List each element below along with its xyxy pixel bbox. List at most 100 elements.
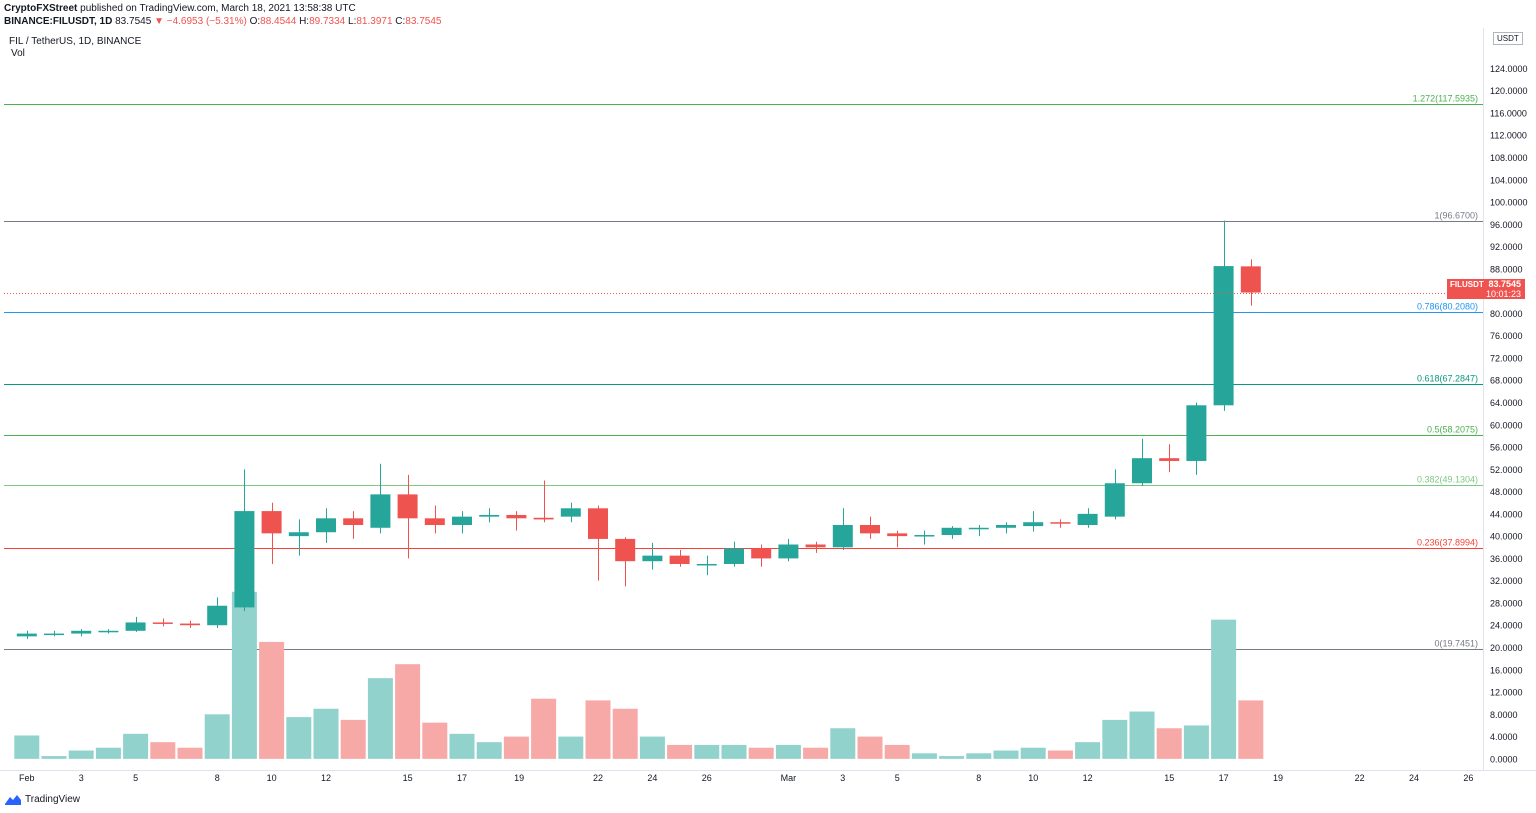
candle-body [914, 535, 935, 537]
price-axis-tick-label: 56.0000 [1490, 443, 1523, 453]
candle-body [125, 622, 146, 631]
time-axis-tick-label: 19 [514, 773, 524, 783]
price-axis-tick-label: 48.0000 [1490, 487, 1523, 497]
last-price-badge: FILUSDT 83.7545 10:01:23 [1447, 279, 1525, 299]
time-axis-tick-label: 12 [321, 773, 331, 783]
volume-bar [1075, 742, 1101, 759]
price-axis-tick-label: 0.0000 [1490, 754, 1518, 764]
candle-body [588, 508, 608, 539]
symbol-ohlc-line: BINANCE:FILUSDT, 1D 83.7545 ▼ −4.6953 (−… [4, 16, 441, 28]
time-axis-tick-label: 19 [1273, 773, 1283, 783]
volume-bar [395, 664, 421, 759]
price-axis-tick-label: 24.0000 [1490, 621, 1523, 631]
volume-bar [313, 708, 339, 759]
candle-body [560, 508, 581, 517]
price-axis-tick-label: 12.0000 [1490, 688, 1523, 698]
volume-bar [939, 756, 965, 759]
volume-bar [259, 641, 285, 759]
footer-brand: TradingView [25, 794, 81, 805]
candle-body [261, 511, 282, 534]
time-axis-tick-label: 12 [1083, 773, 1093, 783]
low-label: L: [348, 16, 357, 27]
candlesticks [16, 220, 1261, 640]
candle-body [642, 555, 663, 562]
candle-body [805, 544, 826, 548]
price-axis-tick-label: 100.0000 [1490, 198, 1528, 208]
price-axis-tick-label: 44.0000 [1490, 509, 1523, 519]
volume-bar [367, 678, 393, 759]
publisher-name[interactable]: CryptoFXStreet [4, 3, 78, 14]
time-axis-tick-label: 5 [895, 773, 900, 783]
fib-level-label: 0.786(80.2080) [1417, 302, 1478, 312]
volume-bar [531, 698, 557, 759]
volume-bar [286, 717, 312, 759]
price-axis-tick-label: 120.0000 [1490, 86, 1528, 96]
price-axis[interactable]: 124.0000 120.0000 116.0000 112.0000 108.0000… [1490, 64, 1528, 764]
volume-bar [1211, 619, 1237, 759]
publish-text: published on TradingView.com, March 18, … [80, 3, 356, 14]
volume-bar [150, 742, 176, 759]
candle-body [288, 532, 309, 537]
volume-bar [612, 708, 638, 759]
time-axis-tick-label: 17 [1219, 773, 1229, 783]
candle-body [941, 527, 962, 536]
volume-bar [231, 591, 257, 759]
candle-body [1132, 458, 1152, 484]
price-axis-tick-label: 88.0000 [1490, 264, 1523, 274]
price-axis-tick-label: 52.0000 [1490, 465, 1523, 475]
volume-bar [177, 747, 203, 759]
currency-label[interactable]: USDT [1493, 32, 1523, 45]
time-axis-tick-label: 10 [1028, 773, 1038, 783]
price-axis-tick-label: 36.0000 [1490, 554, 1523, 564]
time-axis-tick-label: 26 [1463, 773, 1473, 783]
volume-bar [1156, 728, 1182, 759]
volume-bar [911, 753, 937, 759]
candle-body [1050, 522, 1071, 524]
volume-bar [1129, 711, 1155, 759]
volume-bar [503, 736, 529, 759]
candle-body [44, 633, 64, 636]
candle-body [1159, 458, 1180, 461]
time-axis-tick-label: 24 [647, 773, 657, 783]
chart-legend-title[interactable]: FIL / TetherUS, 1D, BINANCE [9, 36, 142, 47]
candle-body [533, 517, 554, 520]
candle-body [452, 516, 472, 525]
volume-bar [639, 736, 665, 759]
fib-level-label: 0.618(67.2847) [1417, 374, 1478, 384]
candle-body [343, 518, 364, 525]
candle-body [1077, 513, 1098, 525]
volume-bar [449, 733, 475, 759]
time-axis-tick-label: 22 [1355, 773, 1365, 783]
time-axis-tick-label: 26 [702, 773, 712, 783]
time-axis-tick-label: 3 [840, 773, 845, 783]
tradingview-footer[interactable]: TradingView [5, 794, 80, 805]
time-axis[interactable]: Feb 3 5 8 10 12 15 17 19 22 24 26 Mar 3 5 8 10 12 15 17 19 22… [19, 773, 1473, 783]
candle-body [1104, 483, 1125, 517]
fib-level-label: 1(96.6700) [1434, 211, 1478, 221]
badge-price: 83.7545 [1488, 279, 1521, 289]
volume-bar [1047, 750, 1073, 759]
time-axis-tick-label: 22 [593, 773, 603, 783]
time-axis-tick-label: 15 [403, 773, 413, 783]
candle-body [16, 633, 37, 637]
volume-bar [1020, 747, 1046, 759]
candle-body [1186, 405, 1207, 461]
candle-body [968, 527, 989, 530]
candle-body [751, 548, 772, 559]
fib-level-label: 0.5(58.2075) [1427, 425, 1478, 435]
symbol-id: BINANCE:FILUSDT, 1D [4, 16, 113, 27]
price-axis-tick-label: 116.0000 [1490, 108, 1527, 118]
volume-bar [1183, 725, 1209, 759]
volume-bar [14, 735, 40, 759]
price-change: ▼ −4.6953 (−5.31%) [154, 16, 247, 27]
time-axis-tick-label: 10 [267, 773, 277, 783]
fibonacci-retracement[interactable]: 1.272(117.5935) 1(96.6700) 0.786(80.2080) 0… [4, 94, 1483, 650]
time-axis-tick-label: 17 [457, 773, 467, 783]
price-axis-tick-label: 72.0000 [1490, 353, 1523, 363]
candle-body [71, 630, 92, 634]
volume-legend[interactable]: Vol [11, 48, 25, 59]
volume-bar [667, 744, 693, 759]
volume-bar [993, 750, 1019, 759]
price-axis-tick-label: 80.0000 [1490, 309, 1523, 319]
